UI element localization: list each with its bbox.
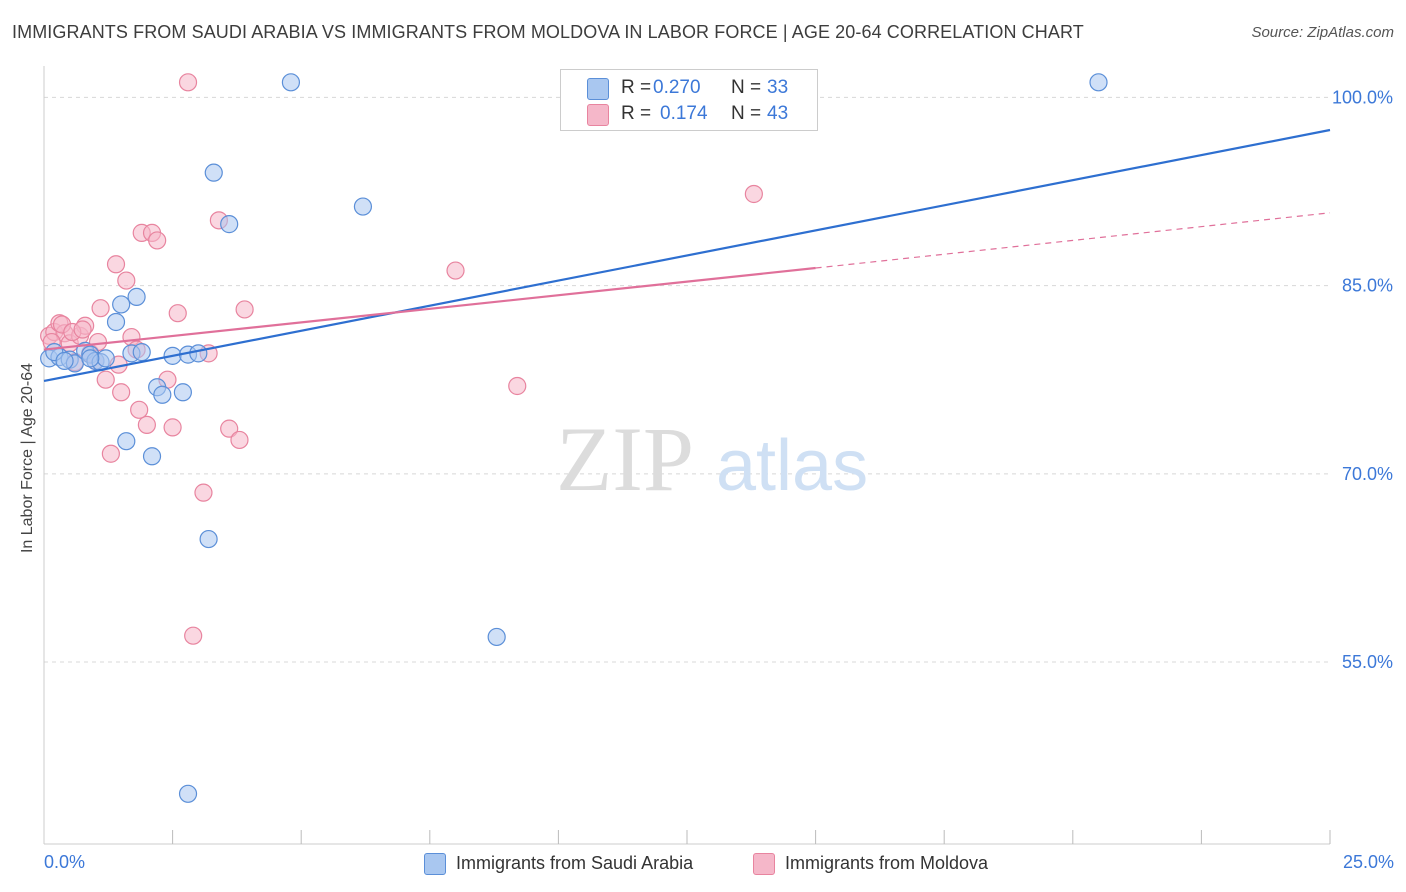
point-saudi-arabia — [204, 163, 223, 182]
y-tick-label: 100.0% — [1332, 87, 1393, 107]
bottom-legend-swatch-moldova — [753, 853, 775, 875]
point-saudi-arabia — [487, 627, 506, 647]
point-moldova — [230, 430, 249, 450]
point-saudi-arabia — [132, 343, 151, 362]
point-moldova — [148, 231, 167, 250]
point-saudi-arabia — [112, 295, 131, 314]
bottom-legend-swatch-saudi-arabia — [424, 853, 446, 875]
legend-r-label: R = — [621, 77, 652, 98]
legend-n-value-moldova: 43 — [767, 103, 789, 124]
legend-r-value-saudi-arabia: 0.270 — [653, 77, 701, 98]
bottom-legend-label-saudi-arabia: Immigrants from Saudi Arabia — [456, 853, 694, 873]
point-saudi-arabia — [142, 447, 162, 466]
source-label: Source: ZipAtlas.com — [1251, 24, 1394, 41]
y-axis-label: In Labor Force | Age 20-64 — [19, 362, 36, 554]
trendline-moldova — [43, 266, 816, 351]
point-moldova — [178, 73, 198, 92]
point-saudi-arabia — [189, 344, 208, 363]
point-saudi-arabia — [81, 349, 100, 368]
legend-swatch-moldova — [587, 104, 609, 126]
axis-layer — [43, 66, 1331, 845]
point-moldova — [235, 300, 254, 319]
x-tick-label-min: 0.0% — [44, 852, 86, 872]
watermark: ZIP atlas — [556, 408, 868, 510]
legend-n-value-saudi-arabia: 33 — [767, 77, 789, 98]
point-moldova — [508, 376, 527, 396]
point-moldova — [130, 400, 149, 419]
point-saudi-arabia — [153, 385, 172, 404]
point-moldova — [117, 271, 136, 290]
point-saudi-arabia — [281, 73, 301, 92]
point-moldova — [184, 626, 203, 645]
point-saudi-arabia — [353, 197, 373, 216]
point-moldova — [112, 383, 131, 402]
legend-r-value-moldova: 0.174 — [660, 103, 708, 124]
legend-n-label: N = — [731, 77, 762, 98]
point-moldova — [73, 320, 92, 339]
legend-swatch-saudi-arabia — [587, 78, 609, 100]
y-tick-label: 85.0% — [1342, 276, 1393, 296]
point-saudi-arabia — [199, 529, 218, 549]
point-moldova — [168, 304, 187, 323]
point-moldova — [744, 184, 763, 204]
points-layer — [40, 73, 1108, 803]
grid-layer — [44, 96, 1330, 663]
trendline-moldova-extension — [815, 212, 1331, 269]
bottom-legend-label-moldova: Immigrants from Moldova — [785, 853, 989, 873]
point-saudi-arabia — [1089, 73, 1108, 92]
watermark-atlas: atlas — [716, 426, 868, 506]
point-saudi-arabia — [55, 351, 74, 370]
point-moldova — [91, 299, 110, 318]
point-saudi-arabia — [106, 312, 126, 332]
y-tick-labels: 100.0% 85.0% 70.0% 55.0% — [1332, 87, 1393, 672]
trendline-saudi-arabia — [43, 128, 1331, 383]
point-moldova — [96, 370, 115, 389]
point-moldova — [446, 261, 465, 280]
point-saudi-arabia — [127, 287, 146, 306]
point-moldova — [106, 255, 126, 274]
point-saudi-arabia — [96, 349, 115, 368]
point-moldova — [220, 419, 239, 438]
y-tick-label: 55.0% — [1342, 652, 1393, 672]
trend-layer — [43, 128, 1331, 383]
legend-r-label: R = — [621, 103, 652, 124]
point-moldova — [194, 483, 213, 502]
point-saudi-arabia — [117, 432, 136, 451]
point-saudi-arabia — [220, 215, 239, 234]
chart-title: IMMIGRANTS FROM SAUDI ARABIA VS IMMIGRAN… — [12, 22, 1084, 42]
point-moldova — [137, 415, 156, 434]
point-saudi-arabia — [178, 784, 198, 803]
x-tick-label-max: 25.0% — [1342, 852, 1394, 872]
stats-legend: R = 0.270 N = 33 R = 0.174 N = 43 — [560, 69, 818, 131]
point-moldova — [163, 418, 182, 437]
point-saudi-arabia — [173, 383, 192, 402]
point-moldova — [101, 444, 120, 463]
legend-n-label: N = — [731, 103, 762, 124]
y-tick-label: 70.0% — [1342, 464, 1393, 484]
watermark-zip: ZIP — [556, 408, 694, 510]
